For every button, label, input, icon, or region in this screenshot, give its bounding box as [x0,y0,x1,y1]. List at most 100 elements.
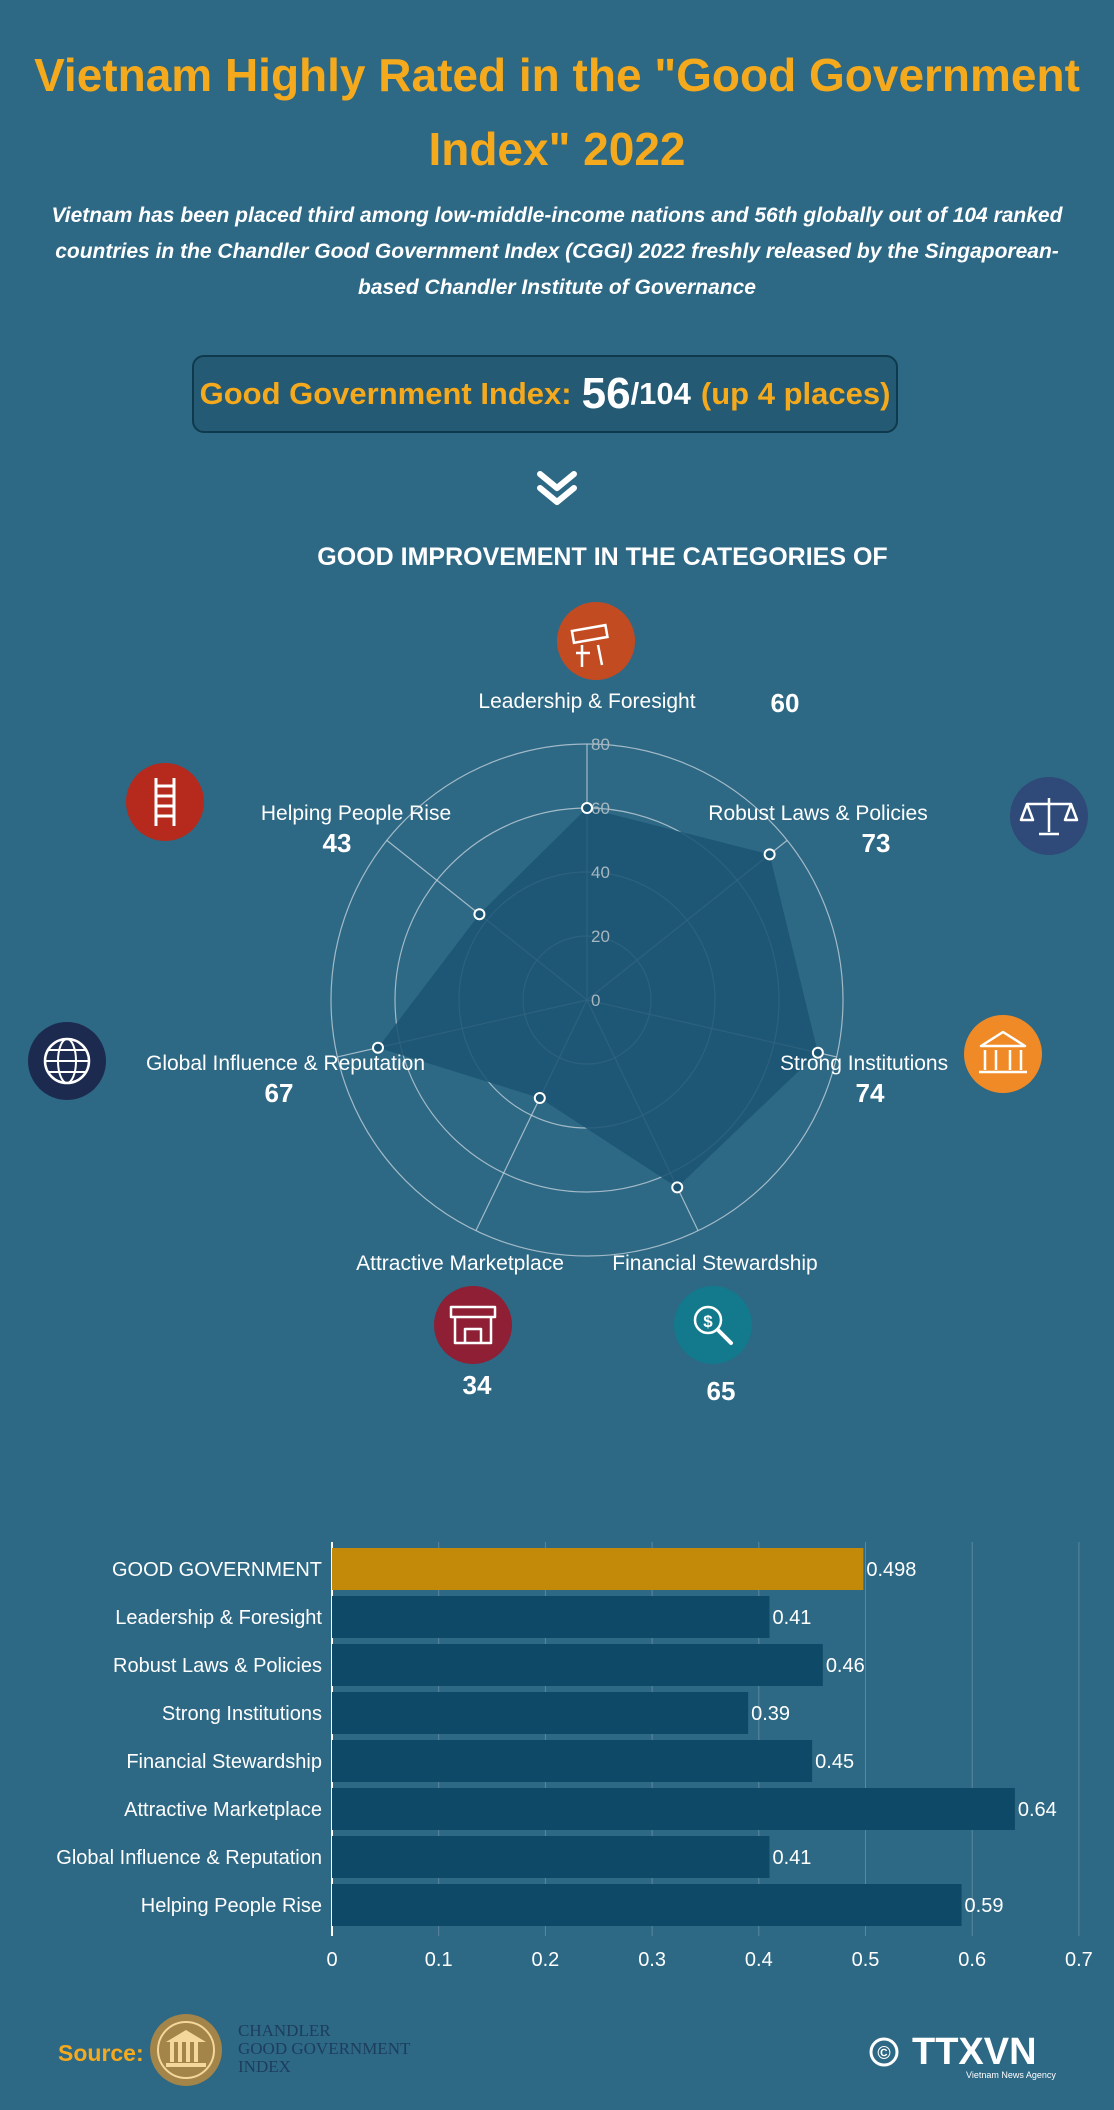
chevron-down-icon [537,471,577,505]
telescope-tube [570,623,609,645]
section-heading: GOOD IMPROVEMENT IN THE CATEGORIES OF [317,543,888,571]
building-shape [979,1030,1027,1074]
magnifier-lens [693,1305,723,1335]
chandler-line-1: CHANDLER [238,2021,331,2040]
storefront-icon [434,1286,512,1364]
bar-value-label: 0.39 [751,1703,790,1725]
copyright-symbol: © [877,2043,890,2063]
agency-sub-text: Vietnam News Agency [966,2070,1056,2080]
bar [332,1836,770,1878]
radar-axis-label: Attractive Marketplace [356,1252,564,1275]
radar-axis-label: Strong Institutions [780,1052,948,1075]
chandler-line-2: GOOD GOVERNMENT [238,2039,411,2058]
scales-icon [1010,777,1088,855]
bar-category-label: Robust Laws & Policies [113,1655,322,1677]
building-icon [964,1015,1042,1093]
chandler-text: CHANDLER GOOD GOVERNMENT INDEX [238,2022,410,2076]
bar-category-label: Strong Institutions [162,1703,322,1725]
bar-tick-label: 0.7 [1065,1949,1093,1971]
radar-value-label: 43 [323,828,352,858]
icon-circle [434,1286,512,1364]
index-box: Good Government Index: 56 /104 (up 4 pla… [192,355,898,433]
bar-category-label: Attractive Marketplace [124,1799,322,1821]
ladder-shape [154,778,176,826]
page-title: Vietnam Highly Rated in the "Good Govern… [34,49,1080,175]
bar-category-label: Leadership & Foresight [115,1607,322,1629]
bar-tick-label: 0.4 [745,1949,773,1971]
radar-point [473,908,486,921]
radar-point [371,1041,384,1054]
bar-value-label: 0.41 [772,1607,811,1629]
chandler-logo [150,2014,222,2086]
money-magnifier-icon: $ [674,1286,752,1364]
icon-circle [674,1286,752,1364]
index-change: (up 4 places) [700,376,891,411]
bar-tick-label: 0.2 [531,1949,559,1971]
radar-chart: 0 20 40 60 80 Leadership & Foresight 60 Robust … [28,602,1088,1406]
bar-tick-label: 0.3 [638,1949,666,1971]
bar-category-label: Helping People Rise [141,1895,322,1917]
bar-value-label: 0.498 [866,1559,916,1581]
telescope-stand [576,644,604,667]
radar-tick-label: 20 [591,927,610,946]
bar-value-label: 0.46 [826,1655,865,1677]
radar-area [378,808,818,1188]
index-rank: 56 [581,369,631,418]
ttxvn-logo: © TTXVN Vietnam News Agency [869,2031,1056,2080]
radar-value-label: 67 [265,1078,294,1108]
bar [332,1884,962,1926]
globe-icon [28,1022,106,1100]
source-label: Source: [58,2040,144,2066]
scales-shape [1019,798,1079,836]
bar-category-label: GOOD GOVERNMENT [112,1559,322,1581]
bar-tick-label: 0.1 [425,1949,453,1971]
radar-value-label: 73 [862,828,891,858]
bar [332,1596,770,1638]
bar [332,1692,749,1734]
icon-circle [557,602,635,680]
bar-value-label: 0.59 [965,1895,1004,1917]
radar-point [763,848,776,861]
bar [332,1788,1015,1830]
ladder-icon [126,763,204,841]
radar-axis-label: Helping People Rise [261,802,451,825]
radar-point [671,1181,684,1194]
radar-value-label: 65 [707,1376,736,1406]
index-label: Good Government Index: [199,376,572,411]
radar-tick-label: 40 [591,863,610,882]
storefront-shape [449,1305,497,1345]
bar-tick-label: 0.5 [852,1949,880,1971]
dollar-sign: $ [703,1312,713,1331]
page-subtitle: Vietnam has been placed third among low-… [51,204,1063,299]
bar-value-label: 0.64 [1018,1799,1057,1821]
bar-category-label: Financial Stewardship [126,1751,322,1773]
radar-axis-label: Global Influence & Reputation [146,1052,425,1075]
radar-value-label: 74 [856,1078,885,1108]
magnifier-handle [716,1328,733,1345]
bar-value-label: 0.41 [772,1847,811,1869]
radar-tick-label: 0 [591,991,600,1010]
radar-axis-label: Financial Stewardship [612,1252,817,1275]
bar [332,1548,864,1590]
radar-axis-label: Leadership & Foresight [478,690,695,713]
radar-axis-label: Robust Laws & Policies [708,802,927,825]
radar-point [811,1046,824,1059]
bar-tick-label: 0 [326,1949,337,1971]
bar-category-label: Global Influence & Reputation [56,1847,322,1869]
bar-chart: 0 0.1 0.2 0.3 0.4 0.5 0.6 0.7 GOOD GOVERNMENT 0.4… [56,1542,1093,1971]
radar-value-label: 60 [771,688,800,718]
agency-logo-text: TTXVN [912,2031,1037,2073]
radar-point [581,802,593,814]
chandler-line-3: INDEX [238,2057,291,2076]
icon-circle [964,1015,1042,1093]
globe-parallels [45,1049,89,1073]
bar [332,1644,823,1686]
icon-circle [126,763,204,841]
telescope-icon [557,602,635,680]
bar-tick-label: 0.6 [958,1949,986,1971]
radar-tick-label: 60 [591,799,610,818]
index-total: /104 [630,376,691,411]
radar-value-label: 34 [463,1370,492,1400]
bar [332,1740,813,1782]
bar-value-label: 0.45 [815,1751,854,1773]
